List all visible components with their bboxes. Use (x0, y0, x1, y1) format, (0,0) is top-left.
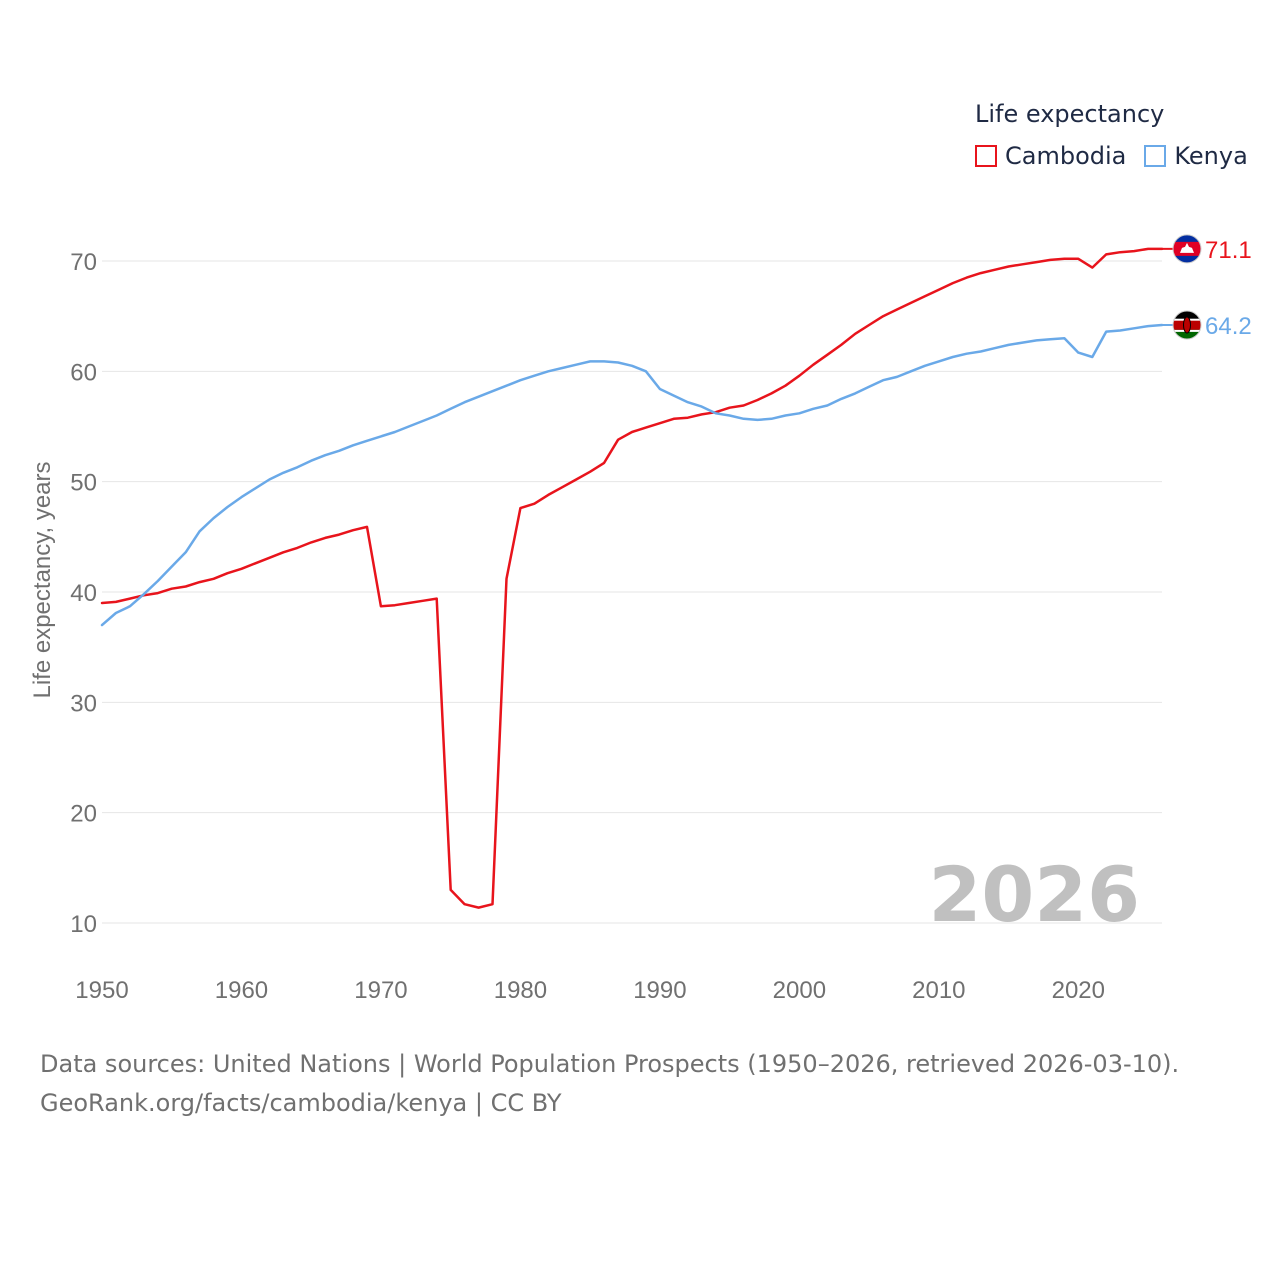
legend: Cambodia Kenya (975, 142, 1266, 170)
cambodia-flag-icon (1172, 234, 1202, 264)
y-tick-label-20: 20 (70, 801, 97, 828)
legend-swatch-cambodia (975, 145, 997, 167)
legend-item-cambodia[interactable]: Cambodia (975, 142, 1126, 170)
series-lines (100, 247, 1164, 909)
legend-item-kenya[interactable]: Kenya (1144, 142, 1248, 170)
legend-label-cambodia: Cambodia (1005, 142, 1127, 170)
x-tick-label-1980: 1980 (494, 977, 547, 1004)
series-line-cambodia[interactable] (100, 247, 1164, 909)
legend-title: Life expectancy (975, 100, 1165, 128)
end-value-label-cambodia: 71.1 (1205, 237, 1252, 264)
x-tick-label-1990: 1990 (633, 977, 686, 1004)
kenya-flag-icon (1172, 310, 1202, 340)
y-tick-label-70: 70 (70, 249, 97, 276)
data-sources-text: Data sources: United Nations | World Pop… (40, 1050, 1180, 1078)
x-tick-label-2010: 2010 (912, 977, 965, 1004)
footer: Data sources: United Nations | World Pop… (40, 1045, 1179, 1123)
x-axis-ticks: 1950 1960 1970 1980 1990 2000 2010 2020 (75, 977, 1105, 1004)
x-tick-label-2020: 2020 (1052, 977, 1105, 1004)
current-year-badge: 2026 (928, 850, 1140, 939)
x-tick-label-2000: 2000 (773, 977, 826, 1004)
y-axis-ticks: 10 20 30 40 50 60 70 (70, 249, 97, 938)
y-tick-label-50: 50 (70, 470, 97, 497)
end-value-label-kenya: 64.2 (1205, 313, 1252, 340)
y-tick-label-60: 60 (70, 359, 97, 386)
y-tick-label-40: 40 (70, 580, 97, 607)
series-line-kenya[interactable] (100, 323, 1164, 627)
y-tick-label-30: 30 (70, 690, 97, 717)
legend-label-kenya: Kenya (1174, 142, 1248, 170)
x-tick-label-1950: 1950 (75, 977, 128, 1004)
series-end-markers: 71.1 64.2 (1162, 234, 1252, 340)
y-axis-label: Life expectancy, years (29, 461, 56, 698)
x-tick-label-1970: 1970 (354, 977, 407, 1004)
legend-swatch-kenya (1144, 145, 1167, 167)
y-tick-label-10: 10 (70, 911, 97, 938)
credit-link[interactable]: GeoRank.org/facts/cambodia/kenya | CC BY (40, 1089, 562, 1117)
gridlines (102, 260, 1162, 924)
x-tick-label-1960: 1960 (215, 977, 268, 1004)
